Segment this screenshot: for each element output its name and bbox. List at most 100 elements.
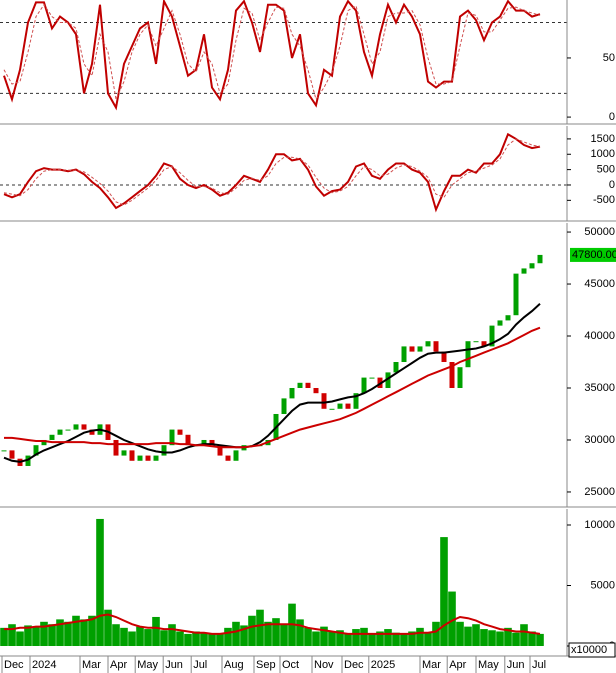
candle [361, 377, 367, 394]
volume-bar [528, 631, 536, 646]
candle [153, 455, 159, 461]
volume-bar [200, 632, 208, 646]
line [3, 303, 541, 463]
volume-bar [120, 627, 128, 646]
volume-bar [496, 631, 504, 646]
volume-bar [352, 629, 360, 646]
volume-bar [328, 631, 336, 646]
x-tick-label: Jun [165, 659, 183, 671]
candle [1, 450, 7, 452]
volume-bar [112, 624, 120, 646]
volume-bar [320, 626, 328, 646]
volume-bar [40, 621, 48, 646]
volume-bar [440, 537, 448, 646]
line [3, 0, 541, 111]
y-tick-label: 45000 [584, 278, 615, 290]
volume-bar [424, 632, 432, 646]
candle [521, 268, 527, 274]
volume-bar [312, 631, 320, 646]
y-tick-label: 0 [609, 111, 615, 123]
line [4, 613, 541, 635]
volume-bar [64, 621, 72, 646]
x-tick-label: May [137, 659, 158, 671]
candle [409, 346, 415, 352]
x-tick-label: Apr [449, 659, 466, 671]
pane [0, 518, 544, 646]
volume-bar [408, 631, 416, 646]
candle [505, 315, 511, 321]
x-tick-label: Apr [110, 659, 127, 671]
y-tick-label: 1000 [591, 148, 615, 160]
y-tick-label: 5000 [591, 579, 615, 591]
line [3, 3, 541, 101]
volume-bar [80, 619, 88, 646]
unit-label: x10000 [571, 644, 607, 656]
volume-bar [520, 624, 528, 646]
x-tick-label: 2025 [371, 659, 395, 671]
candle [9, 450, 15, 459]
volume-bar [152, 616, 160, 646]
candle [513, 273, 519, 316]
volume-bar [32, 626, 40, 646]
line [3, 132, 541, 213]
candle [121, 450, 127, 456]
candle [489, 325, 495, 347]
y-tick-label: 30000 [584, 434, 615, 446]
volume-bar [336, 630, 344, 646]
candle [433, 341, 439, 352]
candle [393, 362, 399, 373]
volume-bar [232, 621, 240, 646]
y-tick-label: -500 [593, 194, 615, 206]
last-price-box [570, 247, 616, 262]
x-tick-label: Mar [422, 659, 441, 671]
candle [465, 341, 471, 368]
volume-bar [344, 633, 352, 646]
volume-bar [128, 631, 136, 646]
volume-bar [224, 627, 232, 646]
volume-bar [104, 609, 112, 646]
volume-bar [504, 627, 512, 646]
volume-bar [448, 591, 456, 646]
candle [529, 263, 535, 269]
candle [345, 403, 351, 409]
candle [313, 387, 319, 394]
candle [457, 367, 463, 388]
candle [201, 439, 207, 446]
pane [1, 254, 543, 466]
candle [49, 434, 55, 440]
volume-bar [24, 625, 32, 646]
y-tick-label: 25000 [584, 486, 615, 498]
x-tick-label: Jul [193, 659, 207, 671]
volume-bar [480, 629, 488, 646]
volume-bar [56, 619, 64, 646]
volume-bar [488, 630, 496, 646]
candle [177, 429, 183, 435]
pane [0, 0, 567, 111]
volume-bar [296, 619, 304, 646]
last-price-label: 47800.00 [572, 249, 616, 261]
volume-bar [8, 624, 16, 646]
volume-bar [144, 629, 152, 646]
candle [401, 346, 407, 363]
candle [137, 455, 143, 461]
x-tick-label: Oct [282, 659, 299, 671]
candle [129, 450, 135, 461]
candle [57, 429, 63, 435]
candle [353, 393, 359, 409]
candle [281, 398, 287, 414]
volume-bar [48, 624, 56, 646]
x-tick-label: May [478, 659, 499, 671]
volume-bar [0, 627, 8, 646]
volume-bar [304, 627, 312, 646]
volume-bar [216, 633, 224, 646]
y-tick-label: 40000 [584, 330, 615, 342]
volume-bar [248, 615, 256, 646]
candle [481, 341, 487, 347]
line [3, 138, 541, 206]
y-tick-label: 50 [603, 52, 615, 64]
x-tick-label: Dec [344, 659, 364, 671]
candle [113, 439, 119, 456]
y-tick-label: 10000 [584, 519, 615, 531]
x-tick-label: Sep [256, 659, 276, 671]
